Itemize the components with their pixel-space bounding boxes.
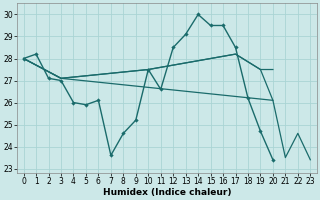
X-axis label: Humidex (Indice chaleur): Humidex (Indice chaleur) xyxy=(103,188,231,197)
